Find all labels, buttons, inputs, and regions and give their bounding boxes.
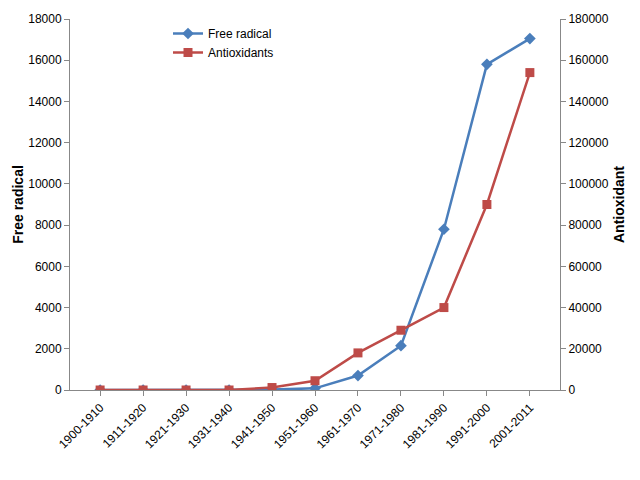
svg-text:2000: 2000	[35, 342, 62, 356]
svg-text:120000: 120000	[568, 136, 608, 150]
svg-text:60000: 60000	[568, 260, 602, 274]
svg-text:100000: 100000	[568, 177, 608, 191]
svg-text:1921-1930: 1921-1930	[142, 401, 193, 452]
svg-text:16000: 16000	[28, 53, 62, 67]
svg-text:1991-2000: 1991-2000	[443, 401, 494, 452]
svg-text:1900-1910: 1900-1910	[56, 401, 107, 452]
svg-text:12000: 12000	[28, 136, 62, 150]
svg-text:2001-2011: 2001-2011	[486, 401, 536, 451]
svg-text:Antioxidant: Antioxidant	[611, 166, 627, 243]
svg-text:4000: 4000	[35, 301, 62, 315]
svg-text:160000: 160000	[568, 53, 608, 67]
svg-text:1971-1980: 1971-1980	[357, 401, 408, 452]
svg-text:1941-1950: 1941-1950	[228, 401, 279, 452]
svg-text:1981-1990: 1981-1990	[400, 401, 451, 452]
svg-text:1961-1970: 1961-1970	[314, 401, 365, 452]
svg-text:140000: 140000	[568, 95, 608, 109]
svg-text:80000: 80000	[568, 218, 602, 232]
svg-text:6000: 6000	[35, 260, 62, 274]
svg-text:180000: 180000	[568, 12, 608, 26]
svg-text:8000: 8000	[35, 218, 62, 232]
svg-text:0: 0	[55, 383, 62, 397]
svg-text:1951-1960: 1951-1960	[271, 401, 322, 452]
svg-text:1911-1920: 1911-1920	[100, 401, 150, 451]
svg-text:20000: 20000	[568, 342, 602, 356]
svg-text:Free radical: Free radical	[208, 27, 271, 41]
svg-text:10000: 10000	[28, 177, 62, 191]
svg-text:Antioxidants: Antioxidants	[208, 46, 273, 60]
svg-text:Free radical: Free radical	[10, 165, 26, 244]
svg-text:1931-1940: 1931-1940	[185, 401, 236, 452]
svg-text:18000: 18000	[28, 12, 62, 26]
svg-text:40000: 40000	[568, 301, 602, 315]
svg-text:14000: 14000	[28, 95, 62, 109]
svg-text:0: 0	[568, 383, 575, 397]
